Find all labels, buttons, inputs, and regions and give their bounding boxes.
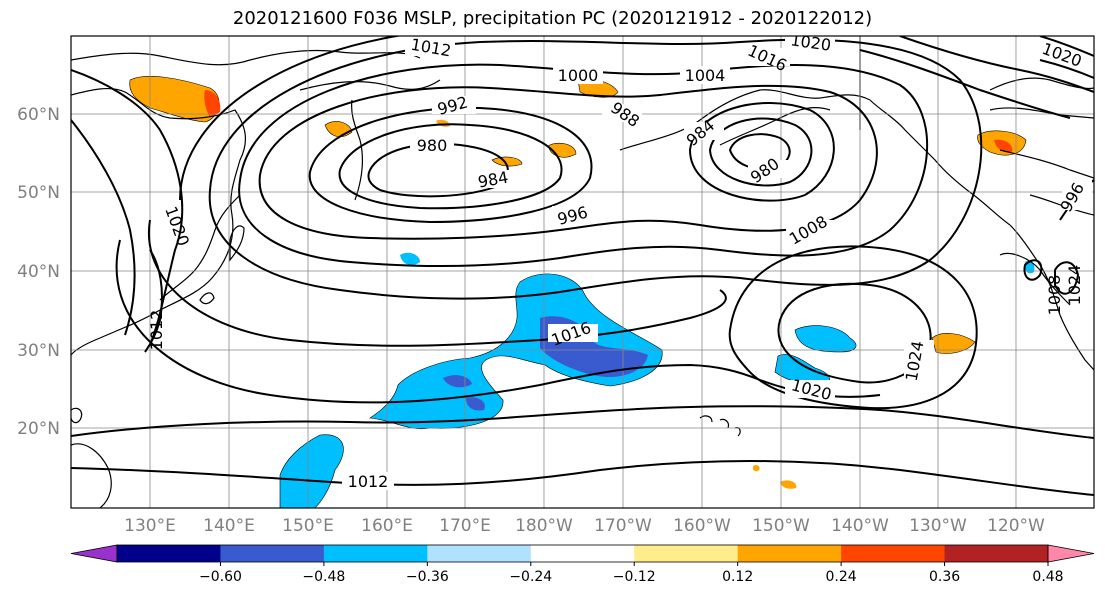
colorbar-tick-label: −0.36 xyxy=(406,569,449,585)
lon-label: 160°W xyxy=(673,516,731,536)
colorbar-outline xyxy=(116,544,1049,563)
lat-label: 60°N xyxy=(17,105,60,125)
lon-label: 150°W xyxy=(752,516,810,536)
isobar-label: 980 xyxy=(417,136,448,155)
isobars xyxy=(71,36,1094,496)
colorbar-segment xyxy=(117,545,221,562)
colorbar-segment xyxy=(323,545,428,562)
lon-label: 160°E xyxy=(361,516,413,536)
colorbar-tick-label: 0.36 xyxy=(929,569,960,585)
isobar-label: 1000 xyxy=(558,66,599,85)
longitude-labels: 130°E 140°E 150°E 160°E 170°E 180°W 170°… xyxy=(124,516,1045,536)
isobar-label: 1020 xyxy=(789,30,832,54)
map-border xyxy=(70,35,1095,509)
colorbar-segment xyxy=(944,545,1049,562)
map-area xyxy=(71,36,1094,508)
colorbar-extension-low xyxy=(70,544,118,563)
colorbar-extension-high xyxy=(1047,544,1095,563)
lon-label: 170°E xyxy=(439,516,491,536)
isobar-label: 1004 xyxy=(685,66,726,85)
colorbar-segment xyxy=(737,545,842,562)
precipitation-shading xyxy=(129,76,1035,508)
lon-label: 130°E xyxy=(124,516,176,536)
lon-label: 140°W xyxy=(831,516,889,536)
colorbar-tick-label: −0.12 xyxy=(613,569,656,585)
colorbar: −0.60 −0.48 −0.36 −0.24 −0.12 0.12 0.24 0.36 0.4… xyxy=(70,544,1095,585)
colorbar-tick-label: −0.48 xyxy=(302,569,345,585)
colorbar-segment xyxy=(427,545,532,562)
colorbar-tick-label: 0.12 xyxy=(722,569,753,585)
colorbar-segment xyxy=(634,545,739,562)
lon-label: 130°W xyxy=(909,516,967,536)
lat-label: 30°N xyxy=(17,341,60,361)
isobar-label: 1012 xyxy=(147,310,166,351)
lon-label: 180°W xyxy=(515,516,573,536)
lat-label: 50°N xyxy=(17,183,60,203)
colorbar-tick-label: 0.48 xyxy=(1032,569,1063,585)
colorbar-tick-label: 0.24 xyxy=(826,569,857,585)
lat-label: 20°N xyxy=(17,419,60,439)
lon-label: 170°W xyxy=(594,516,652,536)
isobar-label: 1008 xyxy=(1045,275,1064,316)
colorbar-segment xyxy=(841,545,946,562)
isobar-label: 1024 xyxy=(1065,265,1084,306)
lon-label: 150°E xyxy=(282,516,334,536)
colorbar-segment xyxy=(530,545,635,562)
colorbar-tick-label: −0.60 xyxy=(199,569,242,585)
colorbar-segment xyxy=(220,545,325,562)
lon-label: 120°W xyxy=(987,516,1045,536)
isobar-label: 1012 xyxy=(348,472,389,491)
colorbar-tick-label: −0.24 xyxy=(509,569,552,585)
lat-label: 40°N xyxy=(17,262,60,282)
lon-label: 140°E xyxy=(203,516,255,536)
latitude-labels: 60°N 50°N 40°N 30°N 20°N xyxy=(17,105,60,439)
map-title: 2020121600 F036 MSLP, precipitation PC (… xyxy=(232,8,873,29)
